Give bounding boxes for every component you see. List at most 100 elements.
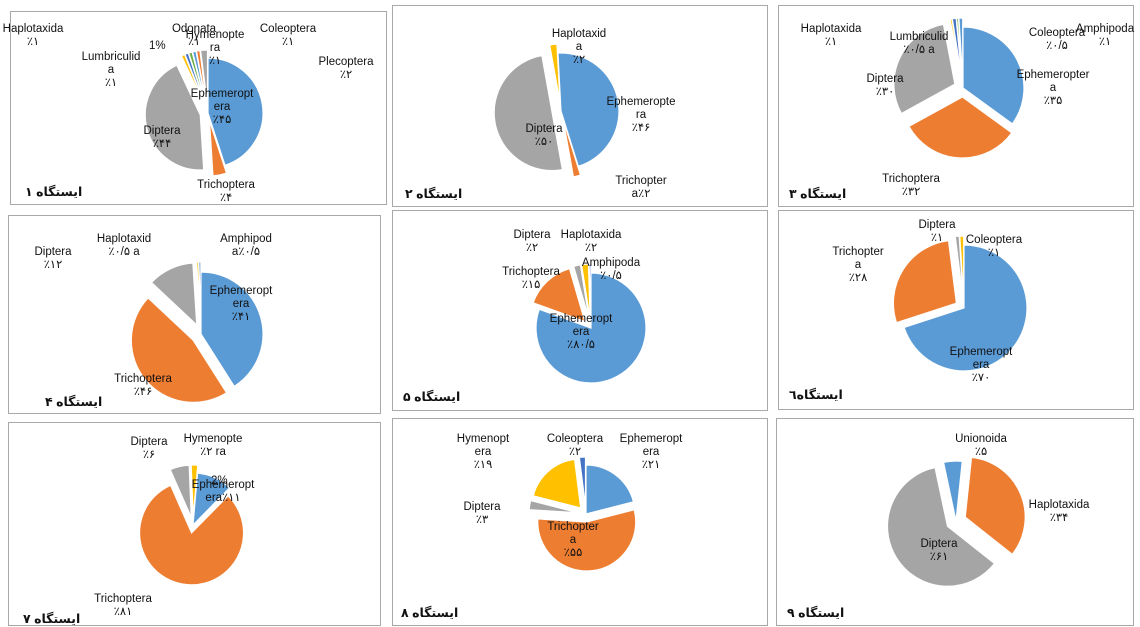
chart-panel-1: Ephemeropt era ٪۴۵ Trichoptera ٪۴ Diptera ٪۴۴ L… <box>3 11 387 205</box>
station-label: ایستگاه ۳ <box>789 187 847 201</box>
slice-percent: ٪۱ <box>987 247 1001 259</box>
chart-panel-6: Ephemeropt era ٪۷۰ Trichopter a ٪۲۸ Diptera ٪۱ C… <box>778 210 1134 410</box>
slice-label-trichoptera: Trichopter a ٪۵۵ <box>547 521 598 560</box>
slice-label-trichoptera: Trichoptera ٪۴۶ <box>114 373 172 399</box>
slice-label-line: Diptera <box>513 229 551 241</box>
slice-percent: ٪۱ <box>1098 36 1112 48</box>
slice-label-line: Haplotaxida <box>560 229 622 241</box>
slice-percent: ٪۸۰/۵ <box>567 339 595 351</box>
slice-percent: ٪۴۶ <box>133 386 153 398</box>
slice-label-line: Haplotaxid <box>96 233 152 245</box>
slice-percent: ٪۸۱ <box>113 606 133 618</box>
slice-percent: ٪۱ <box>281 36 295 48</box>
slice-label-line: Hymenopt <box>456 433 510 445</box>
slice-label-trichoptera: Trichoptera ٪۴ <box>197 179 255 205</box>
slice-percent: ٪۳۵ <box>1043 95 1063 107</box>
slice-label-line: Trichoptera <box>94 593 152 605</box>
slice-label-odonata: Odonata ٪۱ <box>172 23 216 49</box>
pie-chart-2 <box>493 43 620 178</box>
slice-percent: ٪۰/۵ <box>600 270 622 282</box>
slice-label-haplotaxida: Haplotaxida٪۲ <box>561 229 622 255</box>
slice-percent: ٪۴۱ <box>231 311 251 323</box>
slice-label-ephemeroptera: Ephemeropt era ٪۸۰/۵ <box>550 313 613 352</box>
slice-label-coleoptera: Coleoptera ٪۱ <box>260 23 316 49</box>
slice-label-line: Trichopter <box>832 246 884 258</box>
slice-label-line: era <box>972 359 990 371</box>
slice-label-line: Trichoptera <box>197 179 255 191</box>
pie-slice-amphipoda <box>958 17 964 80</box>
slice-label-line: Ephemeropt <box>549 313 613 325</box>
pie-slice-diptera <box>572 264 590 320</box>
slice-label-haplotaxida: Haplotaxida ٪۳۴ <box>1029 499 1090 525</box>
slice-label-line: Diptera <box>918 219 956 231</box>
chart-panel-8: Ephemeropt era ٪۲۱ Trichopter a ٪۵۵ Diptera ٪۳ H… <box>392 418 768 626</box>
pie-slice-trichoptera <box>138 484 245 586</box>
slice-label-haplotaxida: Haplotaxid ٪۰/۵ a <box>97 233 151 259</box>
slice-label-line: Haplotaxida <box>2 23 64 35</box>
slice-label-amphipoda: Amphipoda٪۰/۵ <box>582 257 640 283</box>
slice-label-line: Trichopter <box>547 521 599 533</box>
station-label: ایستگاه ۲ <box>405 187 463 201</box>
slice-percent: ٪۴۴ <box>152 138 172 150</box>
slice-percent: ٪۴۶ <box>631 122 651 134</box>
chart-panel-9: Unionoida ٪۵ Haplotaxida ٪۳۴ Diptera ٪۶۱ ایستگ… <box>776 418 1134 626</box>
slice-label-ephemeroptera: Ephemeropt era ٪۷۰ <box>950 346 1013 385</box>
slice-label-line: Ephemeropt <box>949 346 1013 358</box>
slice-label-line: Trichopter <box>615 175 667 187</box>
slice-label-haplotaxida: Haplotaxida ٪۱ <box>3 23 64 49</box>
slice-label-trichoptera: Trichoptera ٪۳۲ <box>882 173 940 199</box>
slice-label-line: ra <box>209 42 221 54</box>
slice-percent: ٪۲ <box>525 242 539 254</box>
slice-label-ephemeroptera: Ephemeropt era ٪۲۱ <box>620 433 683 472</box>
station-label: ایستگاه ۵ <box>403 390 461 404</box>
slice-label-line: Ephemeropt <box>209 285 273 297</box>
slice-label-line: a <box>575 41 583 53</box>
slice-label-trichoptera: Trichoptera ٪۱۵ <box>502 266 560 292</box>
slice-label-line: Diptera <box>866 73 904 85</box>
pie-slice-ephemeroptera <box>962 26 1025 125</box>
slice-label-ephemeroptera: Ephemeropt era ٪۴۱ <box>210 285 273 324</box>
slice-label-coleoptera: Coleoptera ٪۲ <box>547 433 603 459</box>
pie-slice-diptera <box>169 464 192 518</box>
slice-label-plecoptera: Plecoptera ٪۲ <box>319 56 374 82</box>
slice-label-line: Hymenopte <box>183 433 243 445</box>
slice-label-line: ٪۰/۵ a <box>903 44 935 56</box>
slice-label-diptera: Diptera ٪۶۱ <box>920 538 957 564</box>
slice-label-line: Ephemeropt <box>191 479 255 491</box>
slice-label-trichoptera: Trichopter a ٪۲۸ <box>832 246 883 285</box>
pie-chart-5 <box>532 263 647 384</box>
chart-panel-5: Ephemeropt era ٪۸۰/۵ Trichoptera ٪۱۵ Diptera ٪… <box>392 210 768 411</box>
pie-slice-unionoida <box>942 460 963 522</box>
slice-label-line: a <box>1049 82 1057 94</box>
slice-label-line: ra <box>635 109 647 121</box>
slice-label-line: Haplotaxid <box>551 28 607 40</box>
slice-label-line: a <box>854 259 862 271</box>
pie-slice-ephemeroptera <box>535 272 647 384</box>
slice-label-line: a٪۲ <box>631 188 651 200</box>
slice-label-line: Lumbriculid <box>889 31 949 43</box>
slice-label-ephemeroptera: Ephemeropt era٪۱۱ <box>192 479 255 505</box>
slice-label-diptera: Diptera ٪۲ <box>513 229 550 255</box>
pie-slice-diptera <box>493 54 564 172</box>
slice-label-line: ٪۰/۵ a <box>108 246 140 258</box>
slice-percent: ٪۳ <box>475 514 489 526</box>
slice-label-diptera: Diptera ٪۶ <box>130 436 167 462</box>
slice-label-line: Coleoptera <box>965 234 1023 246</box>
pie-slice-trichoptera <box>892 239 958 324</box>
slice-label-line: Coleoptera <box>259 23 317 35</box>
pie-slice-hymenoptera <box>190 464 199 518</box>
pie-slice-trichoptera <box>208 120 228 177</box>
slice-percent: ٪۲۱ <box>641 459 661 471</box>
slice-label-line: Hymenopte <box>185 29 245 41</box>
slice-label-line: Unionoida <box>955 433 1007 445</box>
slice-label-hymenoptera: Hymenopt era ٪۱۹ <box>457 433 509 472</box>
slice-percent: ٪۷۰ <box>971 372 991 384</box>
slice-label-line: Amphipoda <box>581 257 641 269</box>
slice-label-line: Ephemeropt <box>190 88 254 100</box>
chart-panel-4: Ephemeropt era ٪۴۱ Trichoptera ٪۴۶ Diptera ٪۱۲… <box>8 215 381 414</box>
slice-label-lumbriculida: Lumbriculid ٪۰/۵ a <box>890 31 949 57</box>
slice-label-diptera: Diptera ٪۴۴ <box>143 125 180 151</box>
pie-slice-amphipoda <box>588 263 592 320</box>
slice-label-diptera: Diptera ٪۳۰ <box>866 73 903 99</box>
pie-slice-coleoptera <box>578 456 587 507</box>
